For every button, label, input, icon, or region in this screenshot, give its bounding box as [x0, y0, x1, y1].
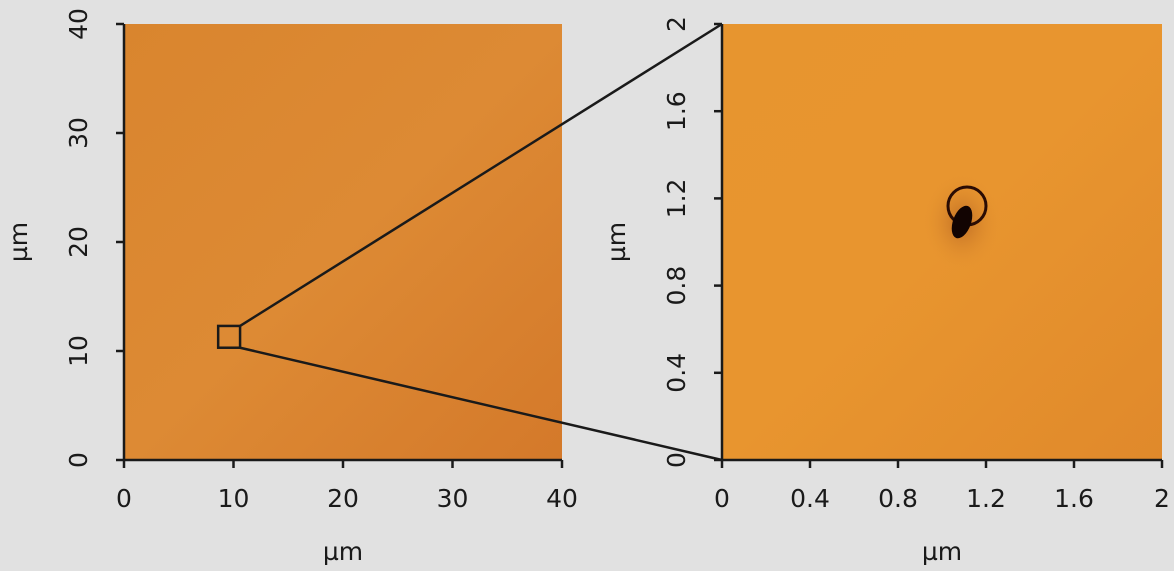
- x-tick-label: 0.4: [790, 484, 830, 513]
- zoom-connector: [239, 22, 723, 327]
- y-tick-label: 2: [662, 16, 691, 32]
- inset-region: [216, 324, 242, 349]
- x-tick-label: 10: [218, 484, 250, 513]
- x-tick-label: 40: [546, 484, 578, 513]
- y-tick-label: 0.8: [662, 266, 691, 306]
- y-tick-label: 40: [64, 8, 93, 40]
- x-tick-label: 30: [437, 484, 469, 513]
- y-tick-label: 30: [64, 117, 93, 149]
- x-tick-label: 0: [714, 484, 730, 513]
- y-tick-label: 0.4: [662, 353, 691, 393]
- y-tick-label: 0: [662, 452, 691, 468]
- y-axis-label: µm: [602, 222, 631, 262]
- x-tick-label: 0.8: [878, 484, 918, 513]
- x-tick-label: 20: [327, 484, 359, 513]
- y-tick-label: 1.6: [662, 91, 691, 131]
- y-tick-label: 1.2: [662, 179, 691, 219]
- x-tick-label: 1.2: [966, 484, 1006, 513]
- y-axis-label: µm: [4, 222, 33, 262]
- surface-defect: [922, 172, 1002, 272]
- x-tick-label: 1.6: [1054, 484, 1094, 513]
- defect-pit: [951, 205, 973, 239]
- y-tick-label: 20: [64, 226, 93, 258]
- y-tick-label: 0: [64, 452, 93, 468]
- afm-image: [124, 24, 562, 460]
- x-tick-label: 2: [1154, 484, 1170, 513]
- x-tick-label: 0: [116, 484, 132, 513]
- x-axis-label: µm: [922, 537, 962, 566]
- y-tick-label: 10: [64, 335, 93, 367]
- x-axis-label: µm: [323, 537, 363, 566]
- zoom-connector: [239, 346, 723, 462]
